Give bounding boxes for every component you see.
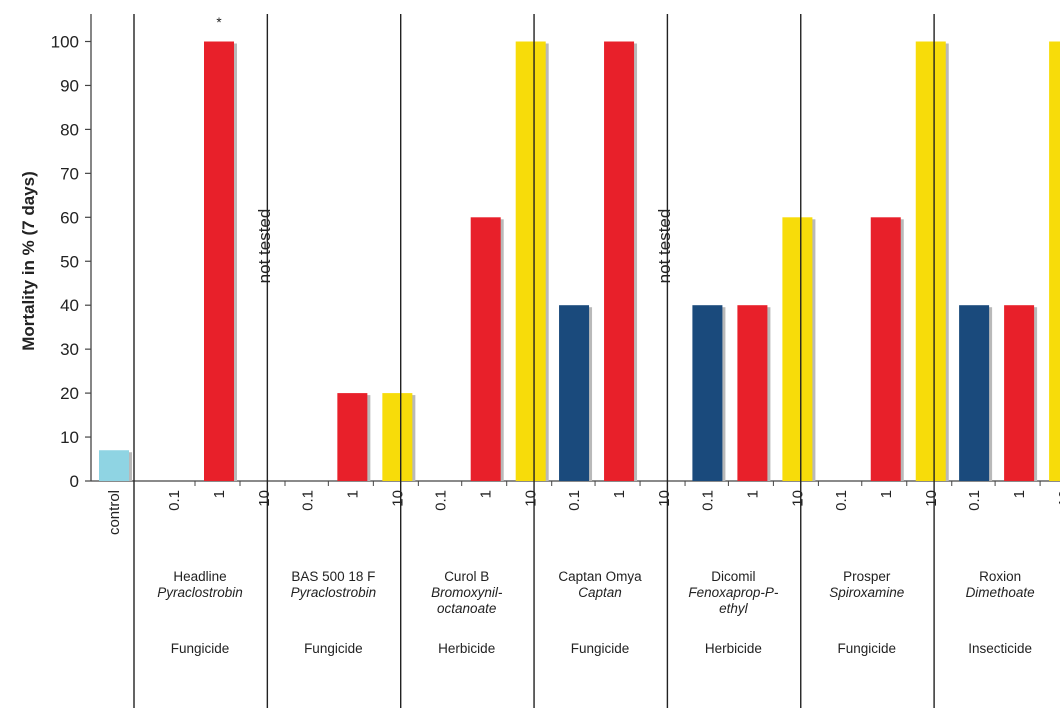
y-tick-label: 70 [60,164,79,183]
dose-label: 1 [744,490,761,498]
pesticide-type: Insecticide [968,641,1032,656]
bar-roxion-1 [1004,305,1035,481]
active-ingredient: Pyraclostrobin [157,585,243,600]
pesticide-type: Herbicide [705,641,762,656]
y-tick-label: 0 [70,472,79,491]
pesticide-type: Herbicide [438,641,495,656]
significance-annotation: * [216,15,222,30]
bar-prosper-10 [915,41,946,481]
group-name: Roxion [979,569,1021,584]
active-ingredient: Bromoxynil- [431,585,503,600]
pesticide-type: Fungicide [171,641,230,656]
dose-label: 1 [478,490,495,498]
dose-label: 1 [878,490,895,498]
pesticide-type: Fungicide [837,641,896,656]
y-tick-label: 60 [60,208,79,227]
dose-label: 10 [789,490,806,507]
dose-label: 1 [211,490,228,498]
dose-label: 10 [389,490,406,507]
dose-label: 1 [344,490,361,498]
control-bar [99,450,129,481]
active-ingredient: ethyl [719,601,749,616]
pesticide-type: Fungicide [304,641,363,656]
category-label-control: control [106,490,123,535]
active-ingredient: Captan [578,585,622,600]
dose-label: 10 [523,490,540,507]
y-tick-label: 90 [60,76,79,95]
group-name: BAS 500 18 F [291,569,375,584]
y-axis-title: Mortality in % (7 days) [19,171,38,350]
group-name: Headline [173,569,226,584]
group-name: Dicomil [711,569,755,584]
active-ingredient: octanoate [437,601,496,616]
active-ingredient: Fenoxaprop-P- [688,585,779,600]
dose-label: 1 [611,490,628,498]
dose-label: 0.1 [699,490,716,511]
group-name: Prosper [843,569,891,584]
bar-dicomil-10 [782,217,813,482]
dose-label: 10 [656,490,673,507]
dose-label: 10 [923,490,940,507]
not-tested-note: not tested [655,209,674,284]
y-tick-label: 80 [60,120,79,139]
active-ingredient: Pyraclostrobin [291,585,377,600]
dose-label: 10 [1056,490,1060,507]
pesticide-type: Fungicide [571,641,630,656]
y-tick-label: 30 [60,340,79,359]
dose-label: 0.1 [299,490,316,511]
y-tick-label: 40 [60,296,79,315]
bar-bas-500-18-f-10 [382,393,413,481]
bar-roxion-0.1 [959,305,990,481]
group-name: Captan Omya [558,569,642,584]
dose-label: 10 [256,490,273,507]
bar-prosper-1 [870,217,901,482]
bar-roxion-10 [1049,41,1060,481]
dose-label: 0.1 [566,490,583,511]
y-tick-label: 20 [60,384,79,403]
dose-label: 0.1 [833,490,850,511]
dose-label: 0.1 [966,490,983,511]
bar-curol-b-1 [470,217,501,482]
dose-label: 0.1 [166,490,183,511]
bar-captan-omya-1 [604,41,635,481]
y-tick-label: 10 [60,428,79,447]
group-name: Curol B [444,569,489,584]
bar-headline-1 [204,41,234,481]
y-tick-label: 100 [51,33,79,52]
bar-dicomil-1 [737,305,768,481]
dose-label: 1 [1011,490,1028,498]
active-ingredient: Spiroxamine [829,585,904,600]
y-tick-label: 50 [60,252,79,271]
bar-curol-b-10 [515,41,546,481]
bar-captan-omya-0.1 [559,305,590,481]
bar-dicomil-0.1 [692,305,723,481]
dose-label: 0.1 [433,490,450,511]
bar-bas-500-18-f-1 [337,393,368,481]
active-ingredient: Dimethoate [966,585,1035,600]
not-tested-note: not tested [255,209,274,284]
